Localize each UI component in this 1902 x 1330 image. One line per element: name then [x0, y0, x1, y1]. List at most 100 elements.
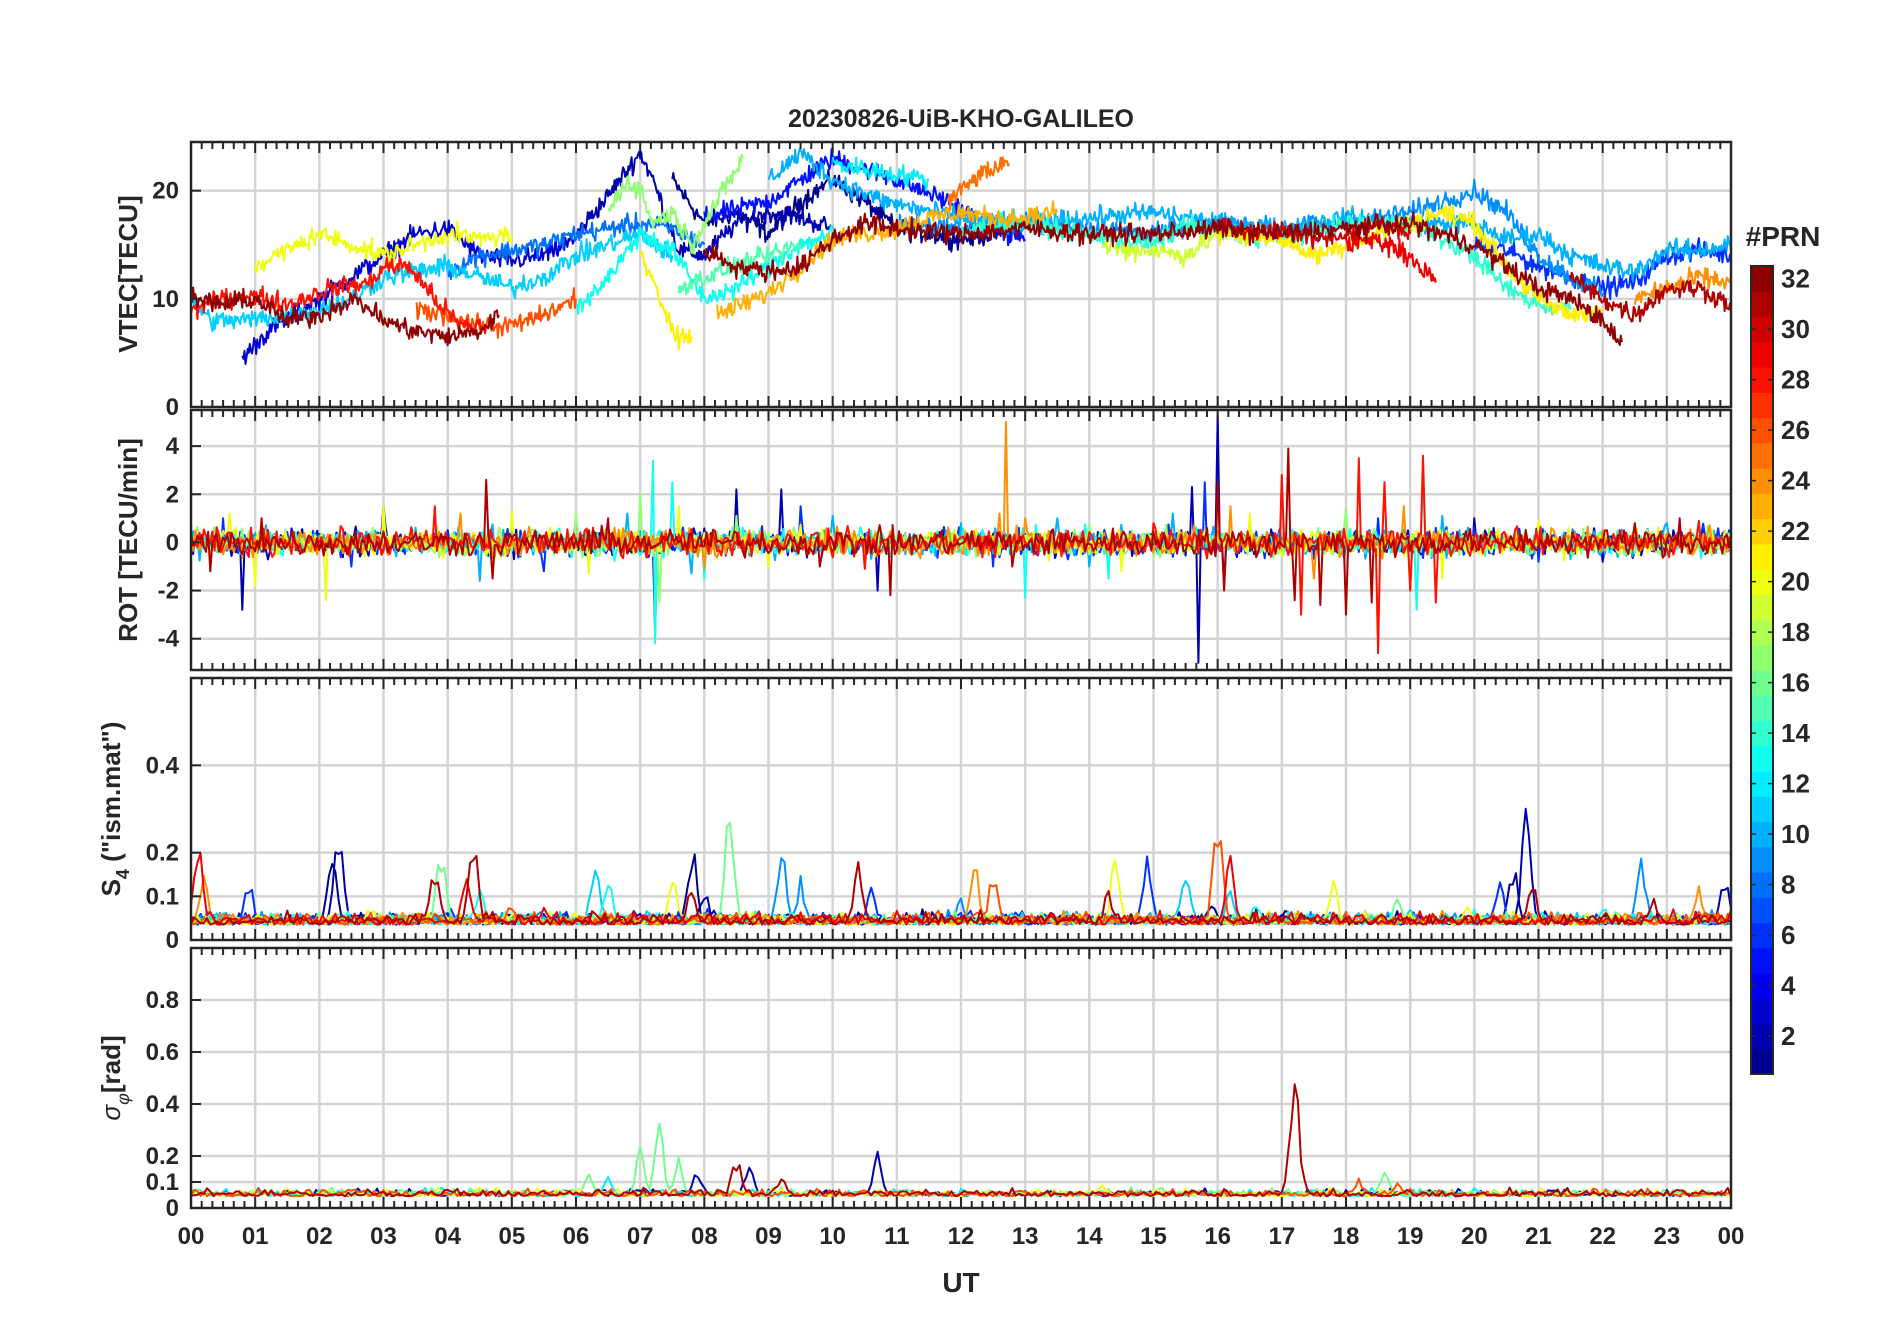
x-tick-label: 00	[1718, 1223, 1745, 1250]
colorbar-tick-label: 16	[1781, 668, 1810, 698]
vtec-series	[190, 148, 1732, 365]
colorbar-tick-label: 2	[1781, 1021, 1795, 1051]
sigma-phi-y-label-main: σ	[96, 1104, 126, 1121]
colorbar-strip	[1751, 922, 1773, 949]
series-prn-26	[415, 287, 577, 339]
colorbar-strip	[1751, 518, 1773, 545]
y-tick-label: -4	[158, 626, 180, 653]
s4-y-label-main: S	[96, 879, 126, 896]
x-tick-label: 05	[498, 1223, 525, 1250]
series-prn-32	[190, 286, 500, 347]
colorbar-strip	[1751, 468, 1773, 494]
x-tick-labels: 00 01 02 03 04 05 06 07 08 09 10 11 12 13 14 15 16 17 18 19…	[178, 1223, 1745, 1250]
series-prn-20	[254, 220, 513, 274]
y-tick-label: 0.8	[146, 987, 179, 1014]
series-prn-31	[190, 447, 1732, 616]
vtec-y-ticks: 0 10 20	[152, 178, 201, 421]
y-tick-label: 0.4	[146, 1091, 180, 1118]
y-tick-label: 0.1	[146, 1169, 179, 1196]
colorbar-strip	[1751, 947, 1773, 974]
x-tick-label: 13	[1012, 1223, 1039, 1250]
s4-y-ticks: 0 0.1 0.2 0.4	[146, 752, 201, 954]
x-tick-label: 07	[627, 1223, 654, 1250]
series-prn-32	[703, 211, 1623, 347]
colorbar-strip	[1751, 392, 1773, 419]
rot-y-label: ROT [TECU/min]	[113, 438, 143, 642]
s4-minor-ticks	[190, 678, 1732, 940]
s4-grid	[191, 678, 1731, 940]
colorbar-strip	[1751, 493, 1773, 520]
series-prn-31	[190, 854, 1732, 926]
x-tick-label: 04	[434, 1223, 461, 1250]
y-tick-label: 0.6	[146, 1039, 179, 1066]
y-tick-label: 10	[152, 286, 179, 313]
colorbar-strip	[1751, 998, 1773, 1025]
sigma-phi-minor-ticks	[190, 948, 1732, 1208]
series-prn-31	[1569, 271, 1732, 323]
y-tick-label: 2	[166, 481, 179, 508]
colorbar-strip	[1751, 619, 1773, 646]
colorbar-tick-label: 10	[1781, 819, 1810, 849]
y-tick-label: 0	[166, 394, 179, 421]
x-tick-label: 12	[948, 1223, 975, 1250]
series-prn-29	[1345, 231, 1437, 283]
x-tick-label: 22	[1589, 1223, 1616, 1250]
series-prn-8	[446, 211, 706, 281]
rot-y-ticks: -4 -2 0 2 4	[158, 433, 201, 653]
colorbar-strip	[1751, 897, 1773, 924]
colorbar-strip	[1751, 771, 1773, 797]
colorbar-strip	[1751, 1023, 1773, 1050]
series-prn-13	[575, 224, 834, 315]
colorbar-strip	[1751, 821, 1773, 848]
x-tick-label: 23	[1653, 1223, 1680, 1250]
x-tick-label: 18	[1333, 1223, 1360, 1250]
colorbar-tick-label: 22	[1781, 516, 1810, 546]
x-tick-label: 00	[178, 1223, 205, 1250]
x-tick-label: 21	[1525, 1223, 1552, 1250]
colorbar-strip	[1751, 695, 1773, 722]
series-prn-10	[767, 148, 1732, 282]
colorbar-strip	[1751, 367, 1773, 393]
y-tick-label: 0.1	[146, 883, 179, 910]
x-tick-label: 09	[755, 1223, 782, 1250]
series-prn-5	[703, 148, 1026, 247]
colorbar-tick-label: 28	[1781, 365, 1810, 395]
colorbar-strip	[1751, 872, 1773, 898]
series-prn-25	[947, 156, 1010, 211]
colorbar-tick-label: 4	[1781, 971, 1796, 1001]
colorbar-strip	[1751, 1048, 1773, 1075]
y-tick-label: -2	[158, 578, 179, 605]
colorbar-strip	[1751, 796, 1773, 823]
series-prn-24	[1633, 266, 1732, 305]
colorbar-tick-label: 6	[1781, 920, 1795, 950]
series-prn-31	[190, 1083, 1732, 1198]
colorbar-strip	[1751, 442, 1773, 469]
figure-title: 20230826-UiB-KHO-GALILEO	[788, 105, 1134, 133]
sigma-phi-y-label: σφ[rad]	[96, 1035, 133, 1120]
sigma-phi-y-label-sub: φ	[113, 1093, 133, 1105]
colorbar-strip	[1751, 720, 1773, 747]
x-tick-label: 14	[1076, 1223, 1103, 1250]
rot-series	[190, 413, 1732, 664]
s4-panel: 0 0.1 0.2 0.4 S4 ("ism.mat")	[96, 676, 1733, 954]
y-tick-label: 0	[166, 927, 179, 954]
series-prn-12	[831, 156, 930, 192]
s4-series	[190, 807, 1732, 926]
rot-panel: -4 -2 0 2 4 ROT [TECU/min]	[113, 408, 1733, 672]
x-tick-label: 06	[563, 1223, 590, 1250]
y-tick-label: 4	[166, 433, 180, 460]
x-tick-label: 01	[242, 1223, 269, 1250]
sigma-phi-panel: 00.10.2 0.4 0.6 0.8 σφ[rad]	[96, 946, 1733, 1222]
y-tick-label: 0.4	[146, 752, 180, 779]
vtec-panel: 0 10 20 VTEC[TECU]	[113, 140, 1733, 421]
x-tick-label: 20	[1461, 1223, 1488, 1250]
colorbar-strip	[1751, 291, 1773, 318]
s4-y-label: S4 ("ism.mat")	[96, 722, 133, 897]
series-prn-21	[639, 251, 693, 351]
colorbar-strip	[1751, 973, 1773, 999]
colorbar-strip	[1751, 569, 1773, 595]
colorbar-strip	[1751, 316, 1773, 343]
colorbar-strips	[1751, 266, 1773, 1075]
